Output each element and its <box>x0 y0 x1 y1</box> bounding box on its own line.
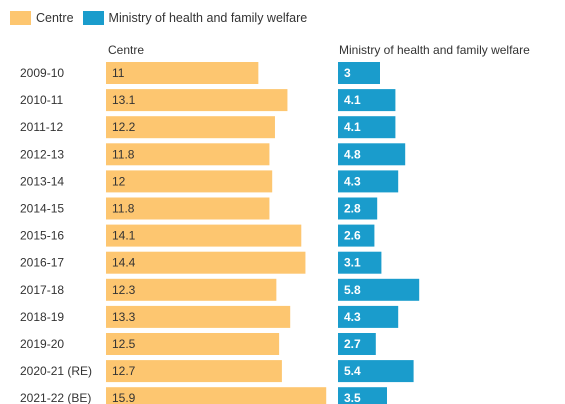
centre-value-2014-15: 11.8 <box>112 202 135 216</box>
centre-value-2021-22-BE: 15.9 <box>112 391 136 404</box>
year-label-2012-13: 2012-13 <box>20 147 64 161</box>
ministry-bar-2021-22-BE <box>338 387 387 404</box>
ministry-bar-2013-14 <box>338 170 399 193</box>
centre-bar-2011-12 <box>106 116 275 139</box>
centre-value-2015-16: 14.1 <box>112 229 136 243</box>
ministry-value-2013-14: 4.3 <box>344 174 361 188</box>
ministry-bar-2011-12 <box>338 116 396 139</box>
year-label-2011-12: 2011-12 <box>20 120 63 134</box>
column-header-centre: Centre <box>108 43 145 57</box>
centre-value-2016-17: 14.4 <box>112 256 136 270</box>
ministry-value-2015-16: 2.6 <box>344 229 361 243</box>
centre-bar-2018-19 <box>106 305 291 328</box>
centre-bar-2017-18 <box>106 278 277 301</box>
centre-bar-2013-14 <box>106 170 273 193</box>
centre-bar-2014-15 <box>106 197 270 220</box>
ministry-value-2018-19: 4.3 <box>344 310 361 324</box>
column-header-ministry: Ministry of health and family welfare <box>339 43 530 57</box>
centre-bar-2020-21-RE <box>106 360 282 383</box>
year-label-2018-19: 2018-19 <box>20 310 64 324</box>
ministry-bar-2018-19 <box>338 305 399 328</box>
centre-value-2019-20: 12.5 <box>112 337 136 351</box>
ministry-bar-2020-21-RE <box>338 360 414 383</box>
ministry-value-2020-21-RE: 5.4 <box>344 364 361 378</box>
ministry-value-2011-12: 4.1 <box>344 120 361 134</box>
year-label-2013-14: 2013-14 <box>20 174 64 188</box>
ministry-bar-2017-18 <box>338 278 420 301</box>
year-label-2015-16: 2015-16 <box>20 229 64 243</box>
year-label-2009-10: 2009-10 <box>20 66 64 80</box>
ministry-value-2010-11: 4.1 <box>344 93 361 107</box>
legend-swatch-centre <box>10 11 31 25</box>
legend-item-centre[interactable]: Centre <box>10 11 74 25</box>
year-label-2016-17: 2016-17 <box>20 256 64 270</box>
centre-bar-2009-10 <box>106 62 259 84</box>
ministry-bar-2014-15 <box>338 197 378 220</box>
year-label-2019-20: 2019-20 <box>20 337 64 351</box>
legend-item-ministry[interactable]: Ministry of health and family welfare <box>82 11 308 25</box>
centre-value-2010-11: 13.1 <box>112 93 136 107</box>
legend-label-centre: Centre <box>36 11 74 25</box>
ministry-bar-2010-11 <box>338 89 396 112</box>
centre-value-2020-21-RE: 12.7 <box>112 364 136 378</box>
ministry-value-2014-15: 2.8 <box>344 202 361 216</box>
centre-bar-2019-20 <box>106 333 280 355</box>
legend-swatch-ministry <box>82 11 104 25</box>
year-label-2014-15: 2014-15 <box>20 202 64 216</box>
centre-value-2017-18: 12.3 <box>112 283 136 297</box>
centre-bar-2021-22-BE <box>106 387 327 404</box>
centre-value-2018-19: 13.3 <box>112 310 136 324</box>
ministry-bar-2009-10 <box>338 62 380 84</box>
centre-value-2013-14: 12 <box>112 174 126 188</box>
centre-value-2012-13: 11.8 <box>112 147 135 161</box>
centre-value-2009-10: 11 <box>112 66 125 80</box>
ministry-value-2012-13: 4.8 <box>344 147 361 161</box>
centre-value-2011-12: 12.2 <box>112 120 136 134</box>
year-label-2010-11: 2010-11 <box>20 93 63 107</box>
year-label-2017-18: 2017-18 <box>20 283 64 297</box>
centre-bar-2010-11 <box>106 89 288 112</box>
ministry-value-2009-10: 3 <box>344 66 351 80</box>
year-label-2021-22-BE: 2021-22 (BE) <box>20 391 91 404</box>
ministry-value-2019-20: 2.7 <box>344 337 361 351</box>
centre-bar-2012-13 <box>106 143 270 166</box>
ministry-bar-2019-20 <box>338 333 376 355</box>
centre-bar-2016-17 <box>106 251 306 274</box>
ministry-bar-2016-17 <box>338 251 382 274</box>
ministry-bar-2015-16 <box>338 224 375 247</box>
ministry-value-2021-22-BE: 3.5 <box>344 391 361 404</box>
ministry-bar-2012-13 <box>338 143 406 166</box>
ministry-value-2016-17: 3.1 <box>344 256 361 270</box>
legend: Centre Ministry of health and family wel… <box>10 10 316 26</box>
ministry-value-2017-18: 5.8 <box>344 283 361 297</box>
year-label-2020-21-RE: 2020-21 (RE) <box>20 364 92 378</box>
centre-bar-2015-16 <box>106 224 302 247</box>
legend-label-ministry: Ministry of health and family welfare <box>108 11 308 25</box>
